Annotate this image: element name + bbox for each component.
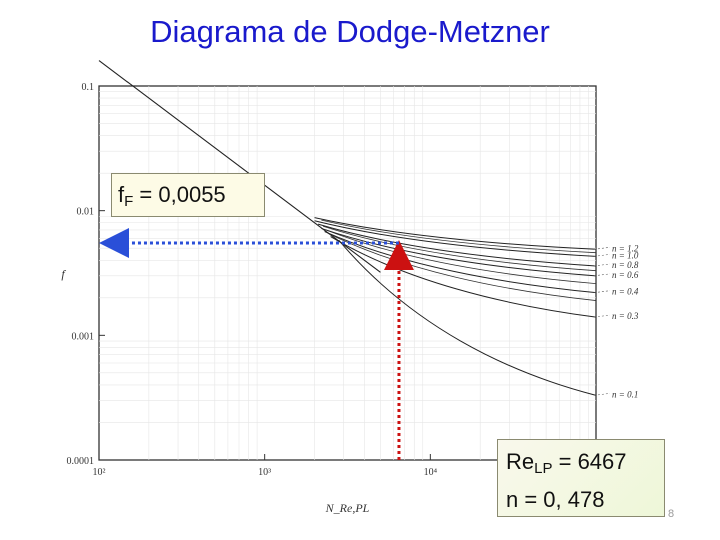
series-label: n = 0.8: [612, 260, 639, 270]
series-label: n = 0.3: [612, 311, 639, 321]
series-leader: [593, 314, 611, 318]
series-curve: [317, 223, 597, 267]
reynolds-box: ReLP = 6467 n = 0, 478: [497, 439, 665, 517]
y-tick-label: 0.01: [77, 207, 95, 218]
series-leader: [593, 254, 611, 257]
y-tick-label: 0.1: [82, 82, 95, 93]
series-curve: [330, 236, 597, 318]
series-leader: [593, 263, 611, 267]
y-axis-label: f: [61, 267, 66, 281]
n-line: n = 0, 478: [506, 487, 605, 512]
series-leader: [593, 393, 611, 396]
re-label: Re: [506, 449, 535, 474]
x-tick-label: 10³: [258, 467, 271, 478]
series-curve: [325, 229, 597, 284]
series-leader: [593, 290, 611, 293]
curves-group: [98, 60, 597, 396]
series-curve: [322, 225, 597, 272]
y-tick-label: 0.001: [72, 331, 95, 342]
ff-value-box: fF = 0,0055: [111, 173, 265, 217]
series-curve: [338, 239, 597, 396]
plot-frame: [98, 85, 597, 461]
laminar-line: [98, 60, 381, 273]
series-leader: [593, 246, 611, 250]
y-tick-label: 0.0001: [67, 456, 95, 467]
re-subscript: LP: [534, 460, 553, 477]
series-label: n = 0.1: [612, 389, 638, 399]
ff-label: f: [118, 182, 125, 207]
reading-arrows: [99, 228, 414, 460]
series-leader: [593, 273, 611, 277]
ff-value: = 0,0055: [139, 182, 226, 207]
re-value: = 6467: [558, 449, 627, 474]
x-tick-label: 10²: [93, 467, 106, 478]
series-label: n = 1.0: [612, 250, 639, 260]
series-label: n = 0.6: [612, 270, 639, 280]
series-label: n = 1.2: [612, 243, 639, 253]
series-curve: [314, 217, 597, 250]
series-label: n = 0.4: [612, 287, 639, 297]
series-curve: [321, 219, 597, 254]
x-axis-label: N_Re,PL: [325, 501, 370, 515]
x-tick-label: 10⁴: [424, 467, 438, 478]
series-curve: [321, 227, 597, 277]
plot-grid: [99, 86, 596, 460]
series-labels: n = 1.2n = 1.0n = 0.8n = 0.6 n = 0.4 n = 0…: [593, 243, 639, 399]
reynolds-line: ReLP = 6467: [506, 446, 664, 484]
series-curve: [314, 220, 597, 257]
series-curve: [327, 232, 597, 301]
series-curve: [324, 231, 597, 294]
page-number: 8: [668, 508, 675, 520]
page-title: Diagrama de Dodge-Metzner: [150, 14, 550, 49]
ff-subscript: F: [124, 193, 134, 210]
